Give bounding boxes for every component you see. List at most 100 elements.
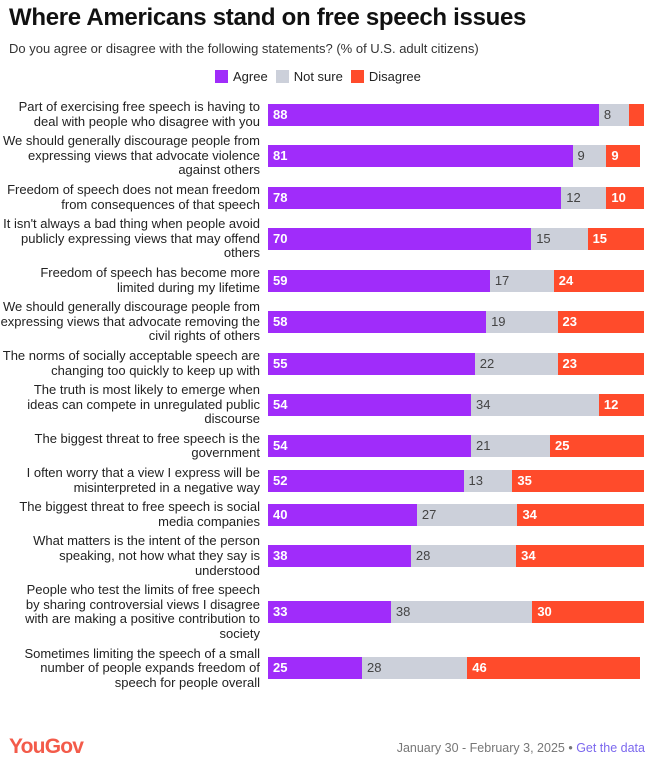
bar-track: 25 28 46 xyxy=(264,657,655,680)
data-label: 24 xyxy=(558,272,574,288)
data-label: 12 xyxy=(566,189,581,205)
category-label: People who test the limits of free speec… xyxy=(25,582,260,641)
data-label: 25 xyxy=(273,660,288,676)
stacked-bar: 40 27 34 xyxy=(268,503,645,526)
chart-subtitle: Do you agree or disagree with the follow… xyxy=(9,41,479,56)
bar-track: 70 15 15 xyxy=(264,228,655,251)
legend-label: Disagree xyxy=(368,69,421,84)
data-label: 30 xyxy=(537,604,552,620)
survey-dates: January 30 - February 3, 2025 xyxy=(396,741,565,755)
bar-segment-agree: 52 xyxy=(268,469,464,492)
data-label: 58 xyxy=(273,314,288,330)
data-label: 9 xyxy=(577,148,585,164)
bar-row: Part of exercising free speech is having… xyxy=(0,98,655,132)
bar-row: The biggest threat to free speech is soc… xyxy=(0,498,655,532)
data-label: 52 xyxy=(273,472,288,488)
category-label: What matters is the intent of the person… xyxy=(33,533,260,578)
data-label: 28 xyxy=(367,660,382,676)
data-label: 23 xyxy=(562,314,577,330)
stacked-bar: 78 12 10 xyxy=(268,186,644,209)
category-label: Sometimes limiting the speech of a small… xyxy=(24,645,260,690)
bar-track: 78 12 10 xyxy=(264,186,655,209)
bar-segment-not-sure: 8 xyxy=(598,103,629,126)
bar-track: 54 21 25 xyxy=(264,435,655,458)
data-label: 70 xyxy=(273,231,288,247)
bar-segment-agree: 40 xyxy=(268,503,417,526)
bar-segment-disagree: 46 xyxy=(467,657,641,680)
stacked-bar: 55 22 23 xyxy=(268,352,644,375)
data-label: 8 xyxy=(603,106,612,122)
category-label: Part of exercising free speech is having… xyxy=(18,99,260,129)
bar-segment-agree: 70 xyxy=(268,228,532,251)
category-label: The truth is most likely to emerge when … xyxy=(27,382,260,427)
data-label: 23 xyxy=(562,355,577,371)
category-label: Freedom of speech has become more limite… xyxy=(40,264,260,295)
data-label: 34 xyxy=(476,396,491,412)
category-label: I often worry that a view I express will… xyxy=(26,465,260,495)
bar-segment-disagree: 24 xyxy=(553,269,644,292)
legend-swatch-agree xyxy=(215,70,228,83)
footer-info: January 30 - February 3, 2025 • Get the … xyxy=(397,741,645,755)
bar-segment-not-sure: 28 xyxy=(362,657,468,680)
bar-segment-not-sure: 22 xyxy=(474,352,558,375)
bar-rows: Part of exercising free speech is having… xyxy=(0,98,655,693)
bar-segment-agree: 54 xyxy=(268,435,472,458)
category-label: The norms of socially acceptable speech … xyxy=(2,347,260,378)
bar-segment-agree: 78 xyxy=(268,186,562,209)
bar-track: 55 22 23 xyxy=(264,352,655,375)
data-label: 27 xyxy=(421,506,437,522)
bar-row: People who test the limits of free speec… xyxy=(0,581,655,644)
bar-segment-disagree: 9 xyxy=(606,145,641,168)
data-label: 38 xyxy=(273,548,288,564)
legend-label: Not sure xyxy=(293,69,343,84)
bar-track: 52 13 35 xyxy=(264,469,655,492)
bar-track: 81 9 9 xyxy=(264,145,655,168)
legend-label: Agree xyxy=(233,69,268,84)
bar-segment-disagree: 23 xyxy=(557,311,644,334)
bar-segment-not-sure: 9 xyxy=(572,145,607,168)
data-label: 88 xyxy=(273,106,288,122)
data-label: 34 xyxy=(522,506,537,522)
bar-segment-not-sure: 13 xyxy=(463,469,513,492)
bar-segment-not-sure: 21 xyxy=(471,435,550,458)
yougov-logo: YouGov xyxy=(9,735,84,758)
bar-segment-disagree: 12 xyxy=(598,393,644,416)
get-the-data-link[interactable]: Get the data xyxy=(576,741,645,755)
bar-segment-not-sure: 19 xyxy=(486,311,558,334)
data-label: 15 xyxy=(536,231,551,247)
bar-segment-agree: 33 xyxy=(268,601,391,624)
bar-row: Freedom of speech has become more limite… xyxy=(0,264,655,298)
legend-not-sure: Not sure xyxy=(275,69,343,84)
bar-segment-not-sure: 38 xyxy=(390,601,533,624)
data-label: 12 xyxy=(603,396,619,412)
legend-agree: Agree xyxy=(215,69,268,84)
stacked-bar: 81 9 9 xyxy=(268,145,644,168)
bar-track: 88 8 xyxy=(264,103,655,126)
bar-row: The truth is most likely to emerge when … xyxy=(0,381,655,430)
bar-segment-not-sure: 28 xyxy=(410,545,517,568)
bar-track: 58 19 23 xyxy=(264,311,655,334)
bar-row: It isn't always a bad thing when people … xyxy=(0,215,655,264)
bar-segment-disagree: 23 xyxy=(557,352,644,375)
data-label: 59 xyxy=(273,272,288,288)
bar-segment-disagree: 34 xyxy=(517,503,645,526)
stacked-bar: 25 28 46 xyxy=(268,657,644,680)
bar-segment-agree: 58 xyxy=(268,311,487,334)
bar-segment-agree: 38 xyxy=(268,545,411,568)
bar-row: I often worry that a view I express will… xyxy=(0,464,655,498)
bar-segment-disagree: 35 xyxy=(512,469,644,492)
bar-segment-not-sure: 34 xyxy=(471,393,599,416)
bar-row: What matters is the intent of the person… xyxy=(0,532,655,581)
bar-row: We should generally discourage people fr… xyxy=(0,132,655,181)
data-label: 15 xyxy=(592,231,608,247)
category-label: Freedom of speech does not mean freedom … xyxy=(7,181,260,212)
legend-swatch-disagree xyxy=(350,70,364,83)
stacked-bar: 38 28 34 xyxy=(268,545,644,568)
chart-title: Where Americans stand on free speech iss… xyxy=(9,4,527,31)
bar-row: The biggest threat to free speech is the… xyxy=(0,430,655,464)
category-label: We should generally discourage people fr… xyxy=(0,299,260,344)
legend-disagree: Disagree xyxy=(350,69,421,84)
stacked-bar: 52 13 35 xyxy=(268,469,644,492)
data-label: 21 xyxy=(476,438,491,454)
bar-track: 38 28 34 xyxy=(264,545,655,568)
